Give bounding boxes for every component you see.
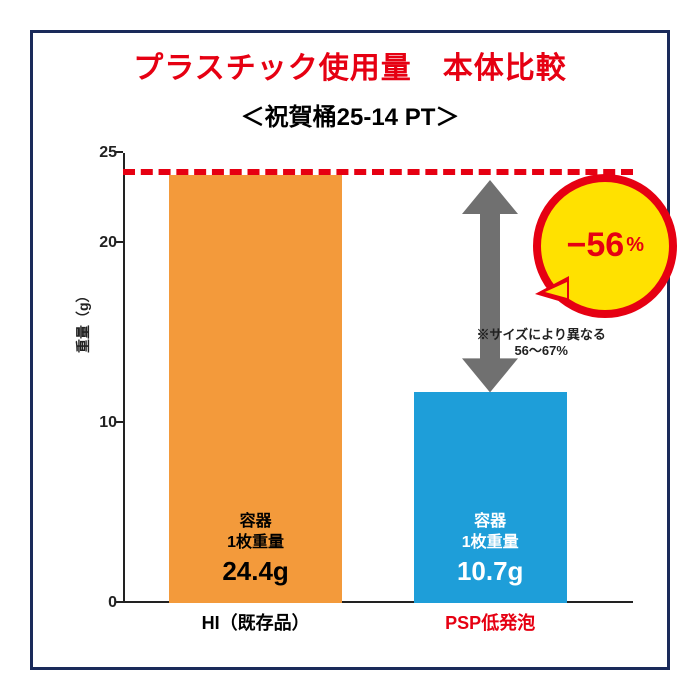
- callout-main: −56: [567, 226, 625, 265]
- bar-label-hi: 容器1枚重量24.4g: [169, 511, 342, 589]
- footnote-line1: ※サイズにより異なる: [461, 327, 621, 344]
- chart-title: プラスチック使用量 本体比較: [33, 43, 667, 87]
- footnote: ※サイズにより異なる56～67%: [461, 327, 621, 361]
- bar-caption2: 1枚重量: [169, 532, 342, 554]
- bar-hi: 容器1枚重量24.4g: [169, 175, 342, 603]
- callout-suffix: %: [626, 234, 644, 257]
- y-axis: [123, 153, 125, 603]
- bar-caption1: 容器: [169, 511, 342, 533]
- title-text: プラスチック使用量 本体比較: [133, 52, 566, 85]
- subtitle-text: ＜祝賀桶25-14 PT＞: [241, 104, 460, 131]
- x-label-psp: PSP低発泡: [390, 609, 590, 635]
- plot-area: 0102025容器1枚重量24.4gHI（既存品）容器1枚重量10.7gPSP低…: [123, 153, 633, 603]
- callout-tail-inner: [545, 282, 567, 298]
- bar-label-psp: 容器1枚重量10.7g: [414, 511, 567, 589]
- bar-value: 10.7g: [414, 554, 567, 589]
- y-tick: 20: [83, 234, 117, 252]
- bar-caption2: 1枚重量: [414, 532, 567, 554]
- x-label-hi: HI（既存品）: [156, 609, 356, 635]
- y-axis-label: 重量（g）: [73, 288, 93, 353]
- bar-value: 24.4g: [169, 554, 342, 589]
- reduction-arrow: [462, 180, 518, 392]
- footnote-line2: 56～67%: [461, 343, 621, 360]
- y-tick: 10: [83, 414, 117, 432]
- reduction-callout: −56%: [533, 174, 677, 318]
- bar-psp: 容器1枚重量10.7g: [414, 392, 567, 603]
- chart-subtitle: ＜祝賀桶25-14 PT＞: [33, 97, 667, 132]
- y-tick: 0: [83, 594, 117, 612]
- bar-caption1: 容器: [414, 511, 567, 533]
- y-tick: 25: [83, 144, 117, 162]
- chart-frame: プラスチック使用量 本体比較 ＜祝賀桶25-14 PT＞ 重量（g） 01020…: [30, 30, 670, 670]
